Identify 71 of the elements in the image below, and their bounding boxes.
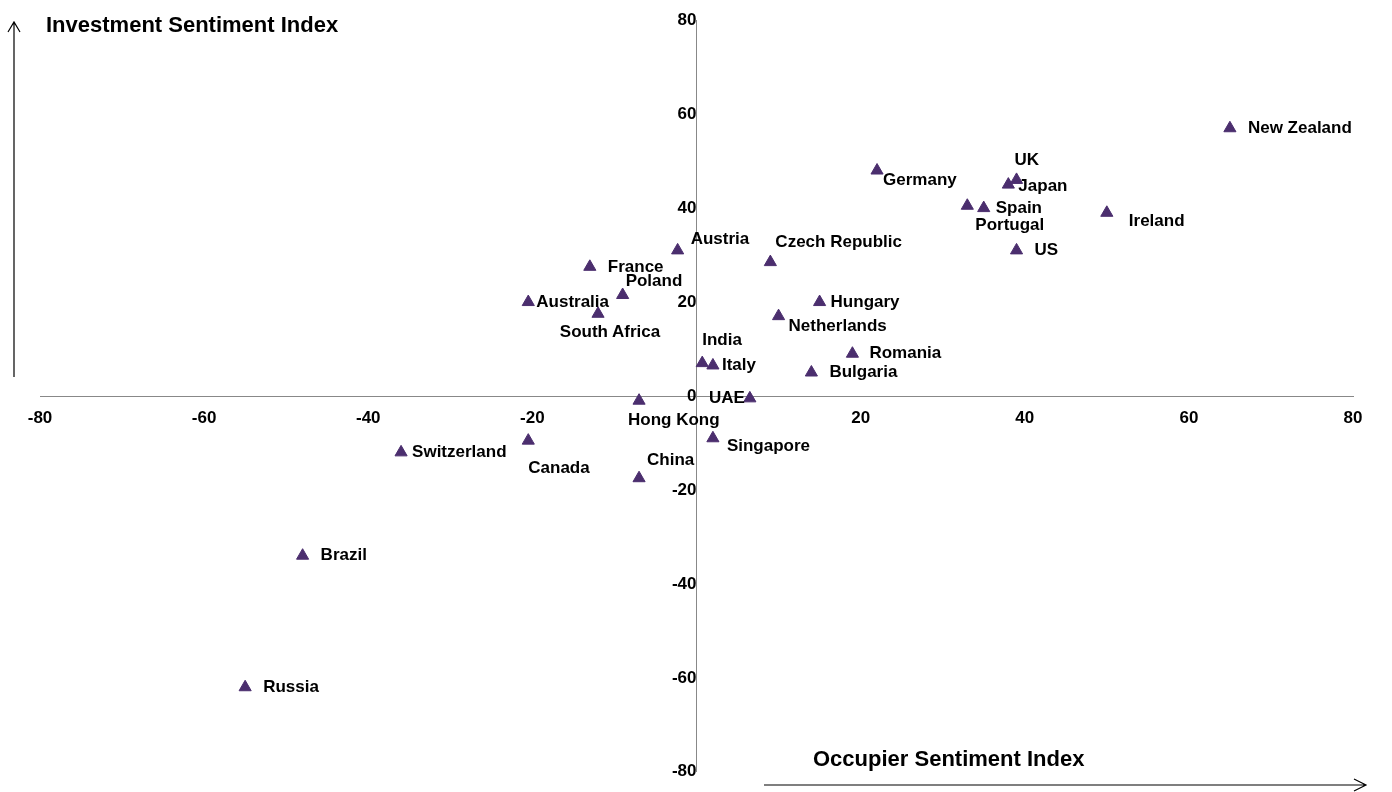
point (632, 393, 646, 405)
point (521, 433, 535, 445)
point (870, 163, 884, 175)
series-label: Romania (869, 343, 942, 363)
series-label: UK (1014, 149, 1040, 169)
series-label: Bulgaria (829, 362, 898, 382)
y-tick-label: 60 (677, 103, 697, 123)
point (813, 294, 827, 307)
x-axis-title: Occupier Sentiment Index (813, 746, 1085, 772)
point (671, 242, 685, 255)
point (583, 259, 597, 271)
series-label: Brazil (320, 545, 367, 565)
point (394, 444, 408, 457)
series-label: Austria (690, 229, 750, 249)
y-tick-label: -20 (671, 479, 697, 499)
x-tick-label: 40 (1015, 407, 1035, 427)
series-label: Italy (721, 355, 757, 375)
series-label: Singapore (726, 435, 811, 455)
point (521, 294, 535, 307)
y-tick-label: 80 (677, 9, 697, 29)
point (804, 365, 818, 377)
series-label: Japan (1018, 176, 1068, 196)
point (1223, 120, 1237, 133)
x-tick-label: -20 (520, 407, 545, 427)
point (238, 679, 252, 692)
series-label: Hungary (830, 291, 901, 311)
series-label: UAE (708, 388, 745, 408)
y-tick-label: -60 (671, 667, 697, 687)
series-label: Czech Republic (775, 231, 902, 251)
series-label: New Zealand (1247, 117, 1352, 137)
point (772, 308, 786, 321)
point (591, 306, 605, 318)
series-label: Ireland (1128, 211, 1185, 231)
series-label: China (647, 449, 695, 469)
series-label: South Africa (559, 322, 661, 342)
series-label: Canada (528, 458, 591, 478)
point (977, 200, 991, 213)
series-label: Spain (995, 197, 1043, 217)
x-tick-label: -40 (355, 407, 381, 427)
point (960, 198, 974, 210)
x-tick-label: 80 (1343, 407, 1363, 427)
x-tick-label: -80 (27, 407, 53, 427)
series-label: Portugal (975, 215, 1045, 235)
series-label: Germany (883, 170, 958, 190)
series-label: Switzerland (412, 442, 507, 462)
series-label: Russia (263, 676, 320, 696)
x-tick-label: -60 (191, 407, 217, 427)
series-label: Australia (536, 291, 610, 311)
point (695, 355, 709, 368)
y-tick-label: -80 (671, 761, 697, 781)
series-label: US (1034, 240, 1059, 260)
point (1009, 242, 1024, 255)
point (706, 430, 720, 443)
y-tick-label: -40 (671, 573, 697, 593)
point (1100, 205, 1114, 217)
point (296, 548, 310, 560)
x-tick-label: 60 (1179, 407, 1199, 427)
point (1001, 177, 1015, 189)
y-tick-label: 40 (677, 197, 697, 217)
point (616, 287, 630, 299)
point (763, 254, 777, 267)
y-axis-title: Investment Sentiment Index (46, 12, 339, 38)
x-tick-label: 20 (851, 407, 871, 427)
y-tick-label: 0 (687, 385, 697, 405)
y-tick-label: 20 (677, 291, 697, 311)
series-label: Netherlands (788, 315, 887, 335)
series-label: Hong Kong (628, 410, 720, 430)
point (706, 357, 720, 370)
series-label: India (702, 329, 743, 349)
point (632, 470, 646, 483)
point (845, 346, 859, 358)
